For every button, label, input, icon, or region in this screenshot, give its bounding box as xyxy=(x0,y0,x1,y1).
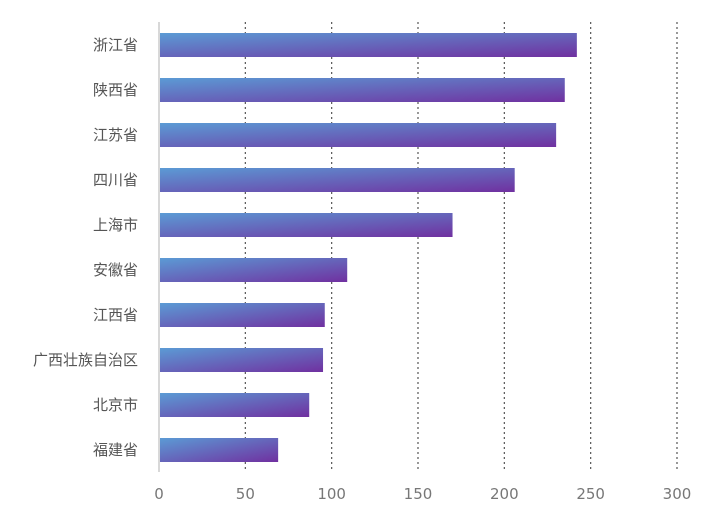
x-tick-labels: 0 50 100 150 200 250 300 xyxy=(154,485,691,503)
bar xyxy=(160,258,348,282)
bar xyxy=(160,123,557,147)
category-label: 福建省 xyxy=(93,441,138,459)
bar xyxy=(160,348,324,372)
x-tick-label: 300 xyxy=(663,485,692,503)
category-label: 上海市 xyxy=(93,216,138,234)
bar xyxy=(160,303,325,327)
category-label: 浙江省 xyxy=(93,36,138,54)
x-tick-label: 250 xyxy=(576,485,605,503)
category-label: 广西壮族自治区 xyxy=(33,351,138,369)
bar xyxy=(160,213,453,237)
category-label: 江西省 xyxy=(93,306,138,324)
category-label: 陕西省 xyxy=(93,81,138,99)
bar xyxy=(160,33,577,57)
bar xyxy=(160,393,310,417)
bar xyxy=(160,168,515,192)
category-label: 四川省 xyxy=(93,171,138,189)
bars xyxy=(160,33,577,462)
x-tick-label: 100 xyxy=(317,485,346,503)
bar xyxy=(160,438,279,462)
bar xyxy=(160,78,565,102)
category-label: 北京市 xyxy=(93,396,138,414)
x-tick-label: 50 xyxy=(236,485,255,503)
x-tick-label: 0 xyxy=(154,485,164,503)
category-label: 江苏省 xyxy=(93,126,138,144)
x-tick-label: 150 xyxy=(404,485,433,503)
category-label: 安徽省 xyxy=(93,261,138,279)
x-tick-label: 200 xyxy=(490,485,519,503)
